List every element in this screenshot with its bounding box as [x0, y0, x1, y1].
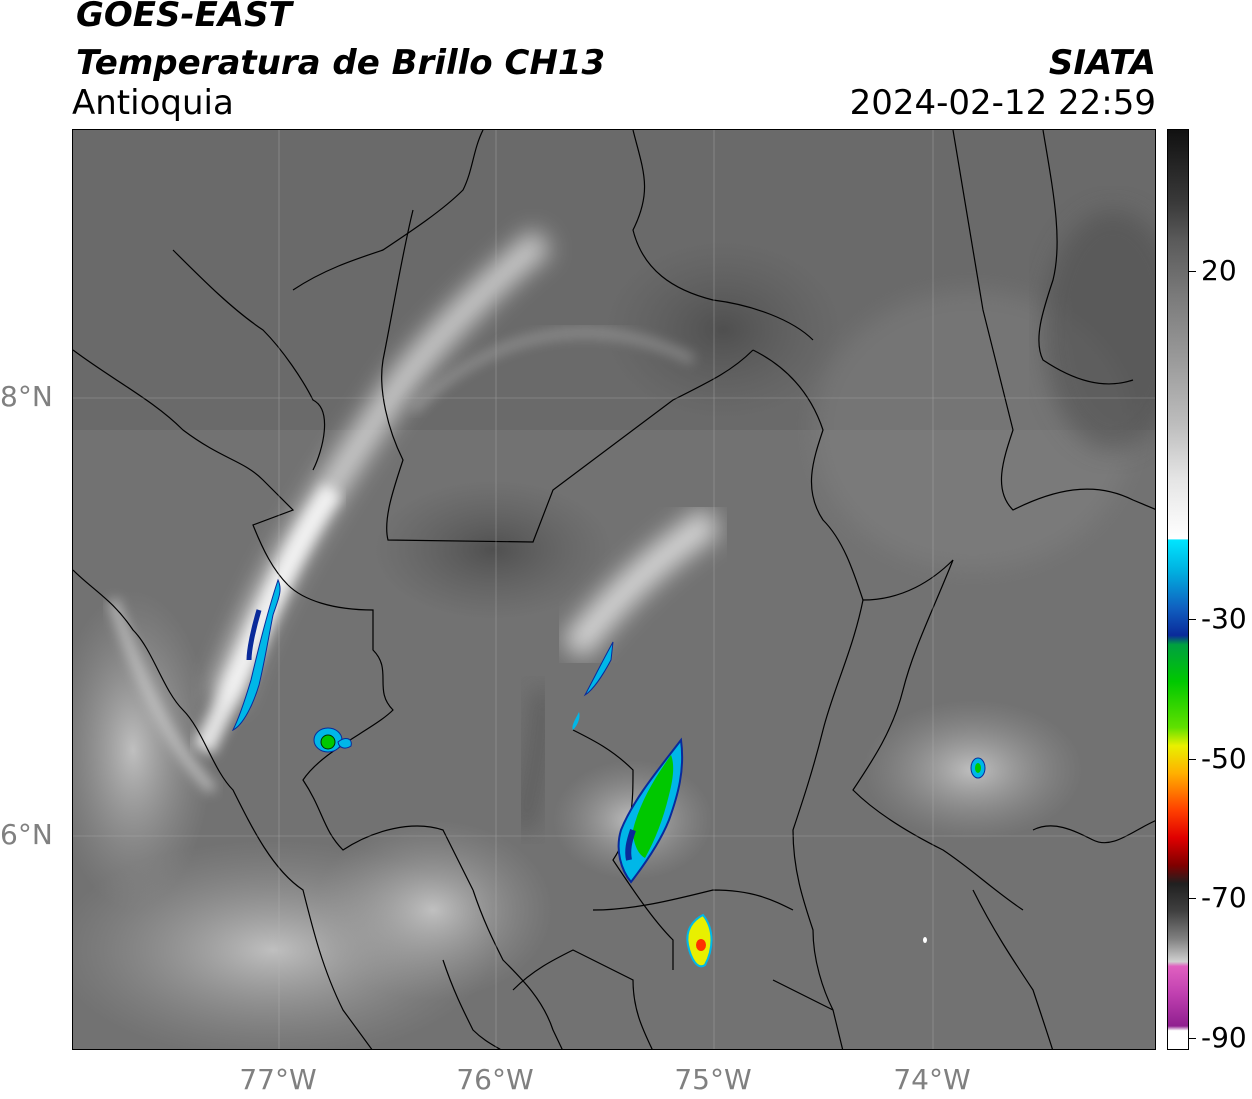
colorbar: [1167, 129, 1189, 1050]
lat-label-8n: 8°N: [0, 380, 53, 413]
satellite-map[interactable]: [72, 129, 1156, 1050]
lon-label-77w: 77°W: [239, 1063, 317, 1096]
organization-label: SIATA: [1048, 43, 1156, 83]
colorbar-label-minus30: -30: [1201, 602, 1247, 635]
region-label: Antioquia: [72, 83, 234, 123]
satellite-title: GOES-EAST: [76, 0, 292, 35]
colorbar-label-minus50: -50: [1201, 742, 1247, 775]
lon-label-76w: 76°W: [456, 1063, 534, 1096]
datetime-label: 2024-02-12 22:59: [849, 83, 1156, 123]
colorbar-label-minus90: -90: [1201, 1021, 1247, 1054]
lon-label-75w: 75°W: [674, 1063, 752, 1096]
lat-label-6n: 6°N: [0, 818, 53, 851]
product-title: Temperatura de Brillo CH13: [76, 43, 606, 83]
colorbar-label-20: 20: [1201, 254, 1237, 287]
lon-label-74w: 74°W: [893, 1063, 971, 1096]
colorbar-label-minus70: -70: [1201, 881, 1247, 914]
